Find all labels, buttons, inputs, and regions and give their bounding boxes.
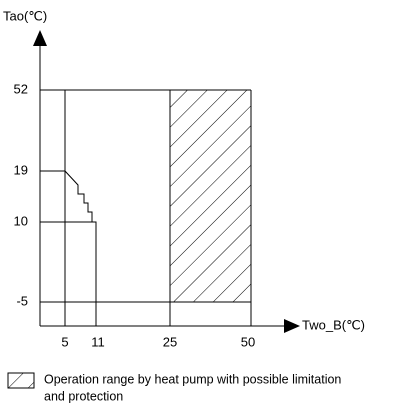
y-axis-label: Tao(℃) (3, 8, 47, 23)
x-tick-label: 25 (163, 334, 177, 349)
y-tick-label: -5 (16, 293, 28, 308)
hatched-region (170, 90, 251, 302)
y-tick-label: 10 (14, 213, 28, 228)
y-tick-label: 52 (14, 81, 28, 96)
x-tick-label: 5 (61, 334, 68, 349)
legend-text: Operation range by heat pump with possib… (44, 372, 341, 386)
x-axis-arrow (284, 319, 300, 333)
y-axis-arrow (33, 30, 47, 46)
range-lines (40, 89, 252, 326)
x-tick-label: 50 (241, 334, 255, 349)
x-tick-label: 11 (91, 334, 105, 349)
y-tick-label: 19 (14, 162, 28, 177)
x-axis-label: Two_B(℃) (302, 317, 365, 332)
legend-text: and protection (44, 389, 123, 403)
legend-swatch (7, 372, 35, 389)
